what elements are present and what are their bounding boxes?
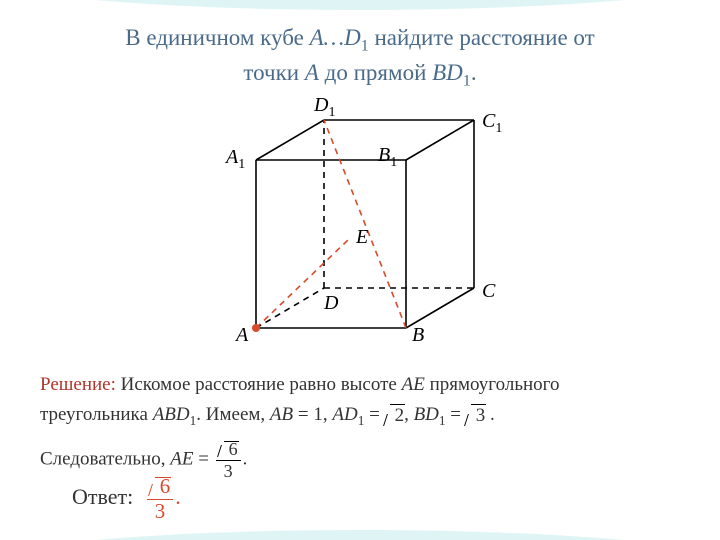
decoration-top	[0, 0, 720, 10]
sol-text: Искомое расстояние равно высоте	[116, 374, 402, 395]
cube-diagram: A B C D A1 B1 C1 D1 E	[200, 96, 520, 346]
fraction: 6 3	[216, 439, 241, 481]
solution-text: Решение: Искомое расстояние равно высоте…	[40, 372, 680, 481]
sol-var: AB	[270, 404, 293, 425]
problem-title: В единичном кубе A…D1 найдите расстояние…	[0, 22, 720, 93]
answer-block: Ответ: 6 3 .	[72, 475, 181, 523]
title-sub: 1	[463, 73, 471, 90]
vertex-label: C	[482, 280, 495, 303]
sol-var: AD	[332, 404, 357, 425]
sol-text: Следовательно,	[40, 449, 170, 470]
sol-text: =	[446, 404, 466, 425]
title-text: найдите расстояние от	[369, 25, 595, 50]
sol-text: .	[243, 449, 248, 470]
vertex-label: A1	[226, 146, 245, 173]
title-sub: 1	[361, 38, 369, 55]
sqrt-icon: 6	[150, 476, 170, 498]
sqrt-icon: 6	[219, 440, 238, 459]
sol-var: BD	[414, 404, 439, 425]
vertex-label: B	[412, 324, 424, 347]
sol-sub: 1	[439, 412, 446, 427]
vertex-label: B1	[378, 144, 397, 171]
answer-value: 6 3 .	[145, 475, 181, 523]
sol-text: .	[485, 404, 495, 425]
title-var: BD	[432, 60, 463, 85]
sol-text: = 1,	[293, 404, 332, 425]
sqrt-icon: 3	[466, 403, 486, 429]
title-var: A…D	[310, 25, 361, 50]
title-text: до прямой	[319, 60, 432, 85]
title-text: В единичном кубе	[125, 25, 309, 50]
sol-text: ,	[404, 404, 414, 425]
decoration-bottom	[0, 530, 720, 540]
vertex-label: E	[356, 226, 368, 249]
title-var: A	[305, 60, 319, 85]
answer-label: Ответ:	[72, 484, 133, 509]
sol-var: ABD	[153, 404, 190, 425]
title-text: точки	[243, 60, 304, 85]
fraction: 6 3	[147, 475, 173, 523]
sol-var: AE	[170, 449, 193, 470]
vertex-label: C1	[482, 110, 502, 137]
vertex-label: D	[324, 292, 338, 315]
title-text: .	[471, 60, 477, 85]
sol-text: треугольника	[40, 404, 153, 425]
sol-text: прямоугольного	[425, 374, 560, 395]
vertex-label: A	[236, 324, 248, 347]
solution-lead: Решение:	[40, 374, 116, 395]
sqrt-icon: 2	[385, 403, 405, 429]
sol-text: =	[364, 404, 384, 425]
vertex-label: D1	[314, 94, 335, 121]
cube-svg	[200, 96, 520, 346]
sol-text: =	[193, 449, 213, 470]
sol-var: AE	[402, 374, 425, 395]
sol-text: . Имеем,	[196, 404, 270, 425]
